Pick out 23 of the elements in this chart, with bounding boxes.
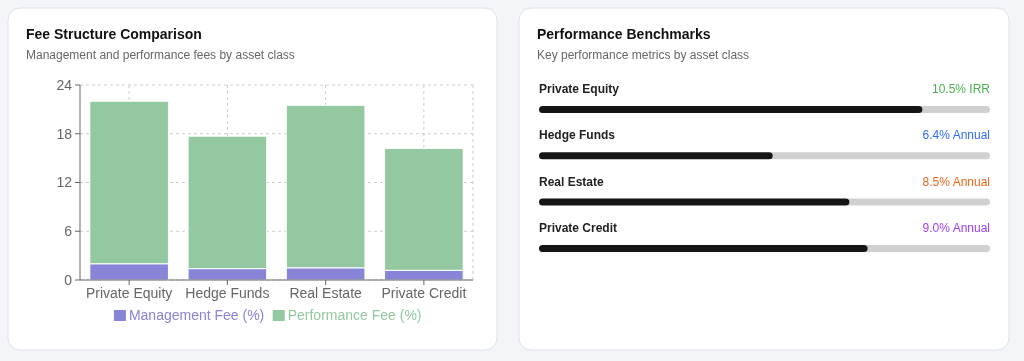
data-label: 8.5% Annual	[922, 174, 990, 189]
x-tick-label: Real Estate	[289, 285, 363, 301]
x-tick-label: Hedge Funds	[185, 285, 270, 301]
y-tick-label: 24	[56, 76, 73, 93]
data-label: 9.0% Annual	[922, 220, 990, 235]
chart-subtitle: Management and performance fees by asset class	[26, 48, 295, 62]
y-tick-label: 0	[64, 271, 73, 288]
y-tick-label: Hedge Funds	[539, 128, 616, 143]
y-tick-label: Private Credit	[539, 220, 618, 235]
y-tick-label: Real Estate	[539, 174, 605, 189]
chart-title: Fee Structure Comparison	[26, 26, 202, 42]
y-tick-label: Private Equity	[539, 82, 620, 96]
legend-label: Management Fee (%)	[128, 307, 265, 323]
y-tick-label: 12	[56, 174, 73, 191]
chart-subtitle: Key performance metrics by asset class	[537, 48, 750, 62]
y-tick-label: 6	[64, 223, 73, 240]
chart-title: Performance Benchmarks	[537, 26, 711, 42]
text: Performance Fee (%)	[287, 307, 422, 323]
data-label: 6.4% Annual	[922, 128, 990, 143]
x-tick-label: Private Credit	[381, 285, 467, 301]
data-label: 10.5% IRR	[931, 82, 991, 96]
x-tick-label: Private Equity	[85, 285, 173, 301]
y-tick-label: 18	[56, 125, 73, 142]
